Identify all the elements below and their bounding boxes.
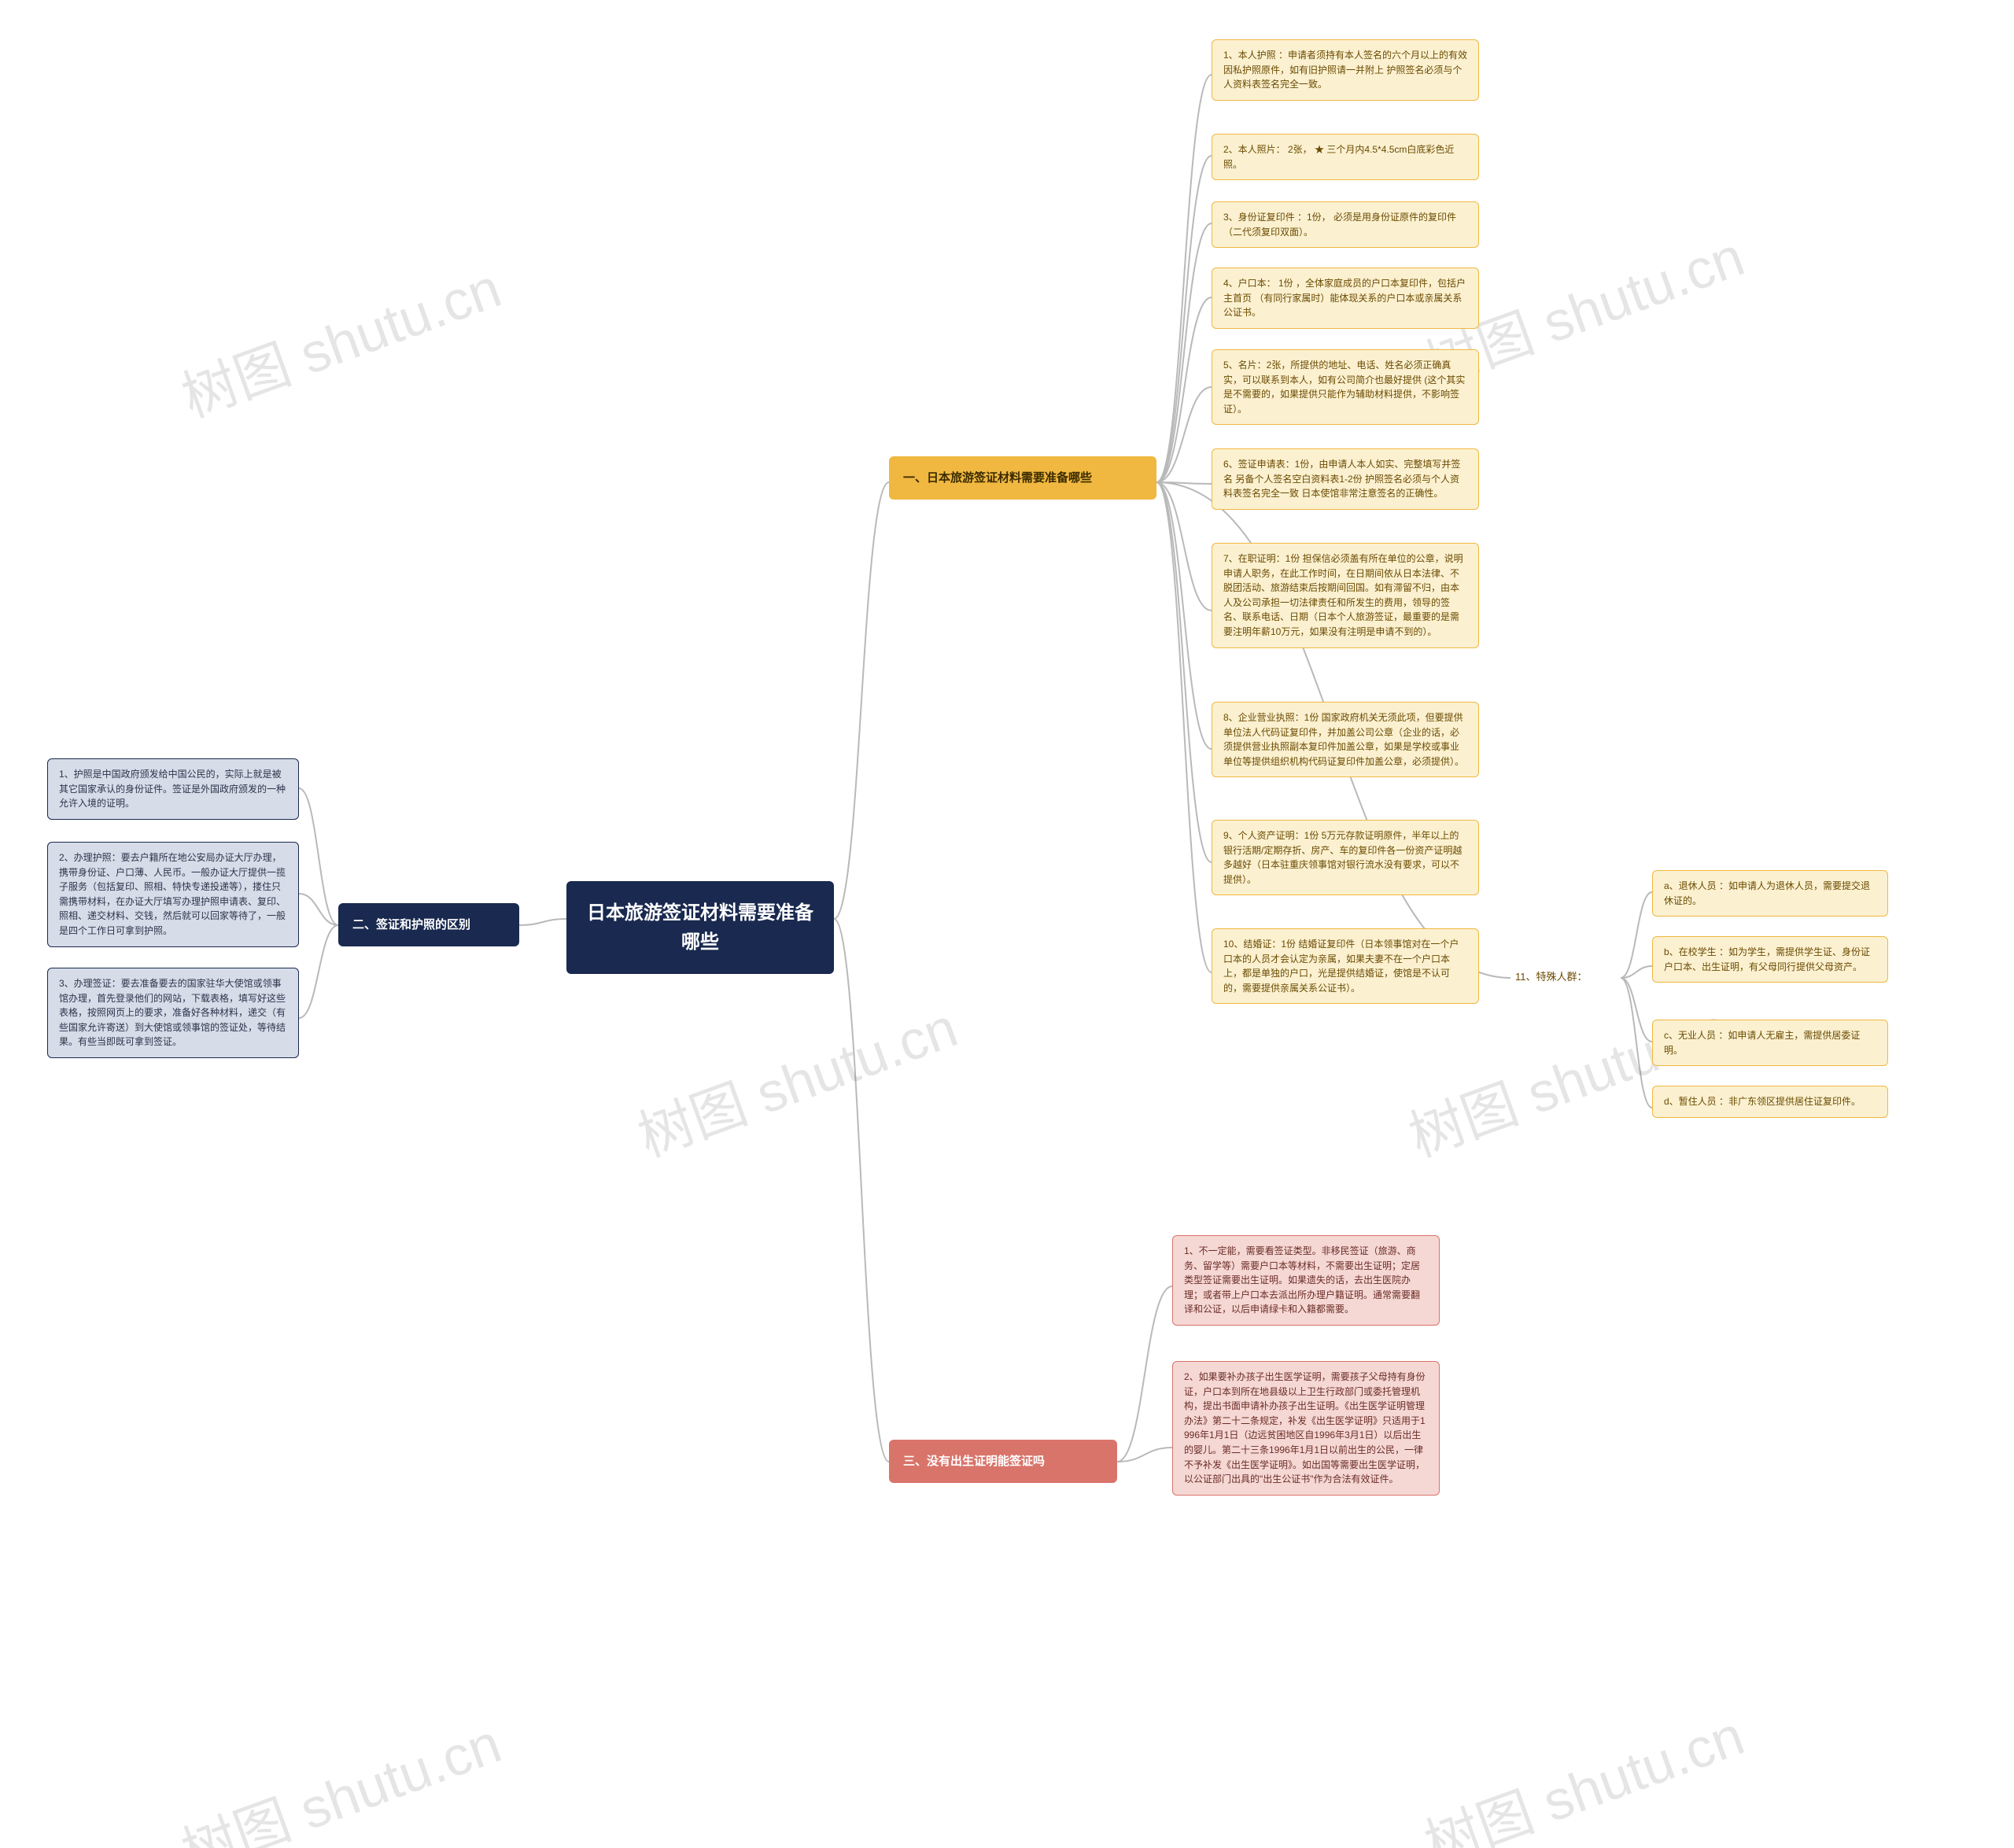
branch-2[interactable]: 二、签证和护照的区别 [338, 903, 519, 946]
leaf-b2[interactable]: 2、办理护照：要去户籍所在地公安局办证大厅办理，携带身份证、户口薄、人民币。一般… [47, 842, 299, 947]
leaf-y4[interactable]: 4、户口本： 1份 ，全体家庭成员的户口本复印件，包括户主首页 （有同行家属时）… [1212, 267, 1479, 329]
watermark: 树图 shutu.cn [1413, 1692, 1754, 1848]
watermark: 树图 shutu.cn [170, 1700, 511, 1848]
leaf-y1[interactable]: 1、本人护照 ：申请者须持有本人签名的六个月以上的有效因私护照原件，如有旧护照请… [1212, 39, 1479, 101]
leaf-r2[interactable]: 2、如果要补办孩子出生医学证明，需要孩子父母持有身份证，户口本到所在地县级以上卫… [1172, 1361, 1440, 1496]
leaf-r1[interactable]: 1、不一定能，需要看签证类型。非移民签证（旅游、商务、留学等）需要户口本等材料，… [1172, 1235, 1440, 1326]
leaf-y8[interactable]: 8、企业营业执照：1份 国家政府机关无须此项，但要提供单位法人代码证复印件，并加… [1212, 702, 1479, 777]
mindmap-stage: 树图 shutu.cn 树图 shutu.cn 树图 shutu.cn 树图 s… [0, 0, 2014, 1848]
leaf-y9[interactable]: 9、个人资产证明：1份 5万元存款证明原件，半年以上的银行活期/定期存折、房产、… [1212, 820, 1479, 895]
leaf-y11d[interactable]: d、暂住人员 ：非广东领区提供居住证复印件。 [1652, 1086, 1888, 1118]
leaf-b3[interactable]: 3、办理签证：要去准备要去的国家驻华大使馆或领事馆办理，首先登录他们的网站，下载… [47, 968, 299, 1058]
leaf-y11a[interactable]: a、退休人员 ：如申请人为退休人员，需要提交退休证的。 [1652, 870, 1888, 917]
connectors-layer [0, 0, 2014, 1848]
root-node[interactable]: 日本旅游签证材料需要准备哪些 [566, 881, 834, 974]
watermark: 树图 shutu.cn [626, 984, 967, 1173]
leaf-y10[interactable]: 10、结婚证：1份 结婚证复印件（日本领事馆对在一个户口本的人员才会认定为亲属，… [1212, 928, 1479, 1004]
leaf-y11b[interactable]: b、在校学生 ：如为学生，需提供学生证、身份证户口本、出生证明，有父母同行提供父… [1652, 936, 1888, 983]
leaf-y2[interactable]: 2、本人照片： 2张， ★ 三个月内4.5*4.5cm白底彩色近照。 [1212, 134, 1479, 180]
branch-1[interactable]: 一、日本旅游签证材料需要准备哪些 [889, 456, 1156, 500]
leaf-y6[interactable]: 6、签证申请表：1份，由申请人本人如实、完整填写并签名 另备个人签名空白资料表1… [1212, 448, 1479, 510]
leaf-b1[interactable]: 1、护照是中国政府颁发给中国公民的，实际上就是被其它国家承认的身份证件。签证是外… [47, 758, 299, 820]
leaf-y7[interactable]: 7、在职证明：1份 担保信必须盖有所在单位的公章，说明申请人职务，在此工作时间，… [1212, 543, 1479, 648]
leaf-y11c[interactable]: c、无业人员 ：如申请人无雇主，需提供居委证明。 [1652, 1020, 1888, 1066]
branch-3[interactable]: 三、没有出生证明能签证吗 [889, 1440, 1117, 1483]
leaf-y11-header[interactable]: 11、特殊人群： [1510, 966, 1621, 988]
watermark: 树图 shutu.cn [1397, 984, 1738, 1173]
leaf-y5[interactable]: 5、名片：2张，所提供的地址、电话、姓名必须正确真实，可以联系到本人，如有公司简… [1212, 349, 1479, 425]
watermark: 树图 shutu.cn [170, 245, 511, 433]
leaf-y3[interactable]: 3、身份证复印件 ：1份， 必须是用身份证原件的复印件（二代须复印双面）。 [1212, 201, 1479, 248]
